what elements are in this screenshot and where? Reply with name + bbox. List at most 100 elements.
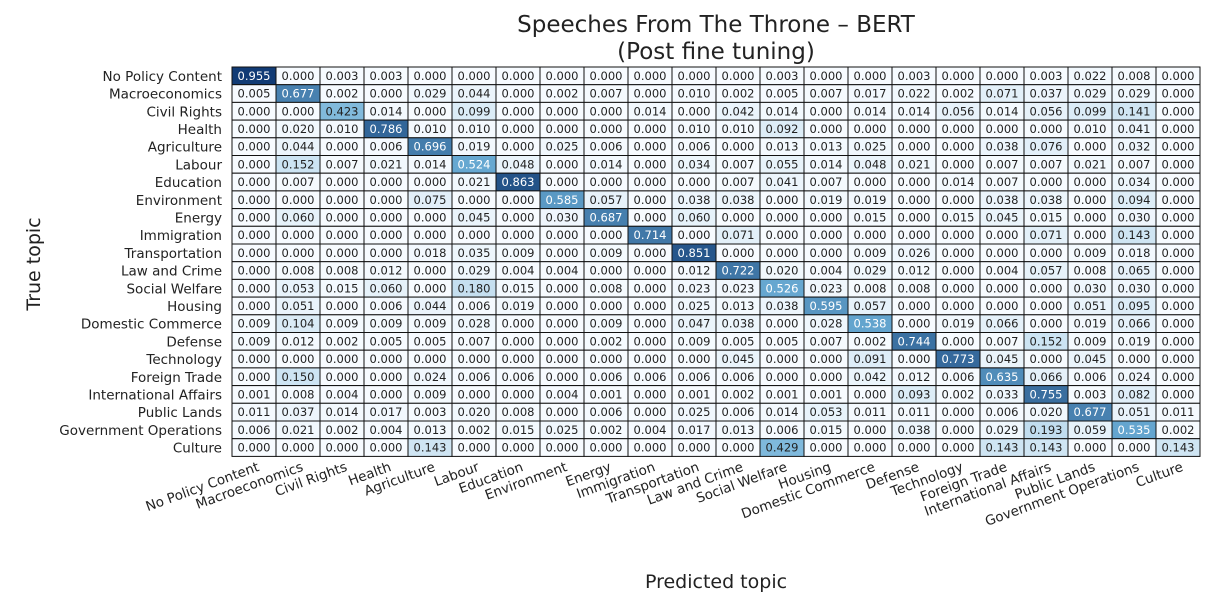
- heatmap-cell-value: 0.000: [942, 246, 975, 260]
- row-label-environment: Environment: [136, 193, 222, 209]
- heatmap-cell-value: 0.038: [898, 423, 931, 437]
- heatmap-cell-value: 0.000: [326, 228, 359, 242]
- heatmap-cell-value: 0.004: [546, 387, 579, 401]
- heatmap-cell-value: 0.002: [722, 87, 755, 101]
- heatmap-cell-value: 0.003: [1074, 387, 1107, 401]
- heatmap-cell-value: 0.000: [590, 69, 623, 83]
- heatmap-cell-value: 0.000: [282, 69, 315, 83]
- heatmap-cell-value: 0.000: [546, 352, 579, 366]
- heatmap-cell-value: 0.020: [458, 405, 491, 419]
- heatmap-cell-value: 0.000: [898, 299, 931, 313]
- heatmap-cell-value: 0.000: [326, 246, 359, 260]
- heatmap-cell-value: 0.037: [1030, 87, 1063, 101]
- heatmap-cell-value: 0.000: [1162, 228, 1195, 242]
- heatmap-cell-value: 0.000: [1162, 281, 1195, 295]
- heatmap-cell-value: 0.000: [238, 104, 271, 118]
- heatmap-cell-value: 0.595: [810, 299, 843, 313]
- heatmap-cell-value: 0.021: [370, 157, 403, 171]
- heatmap-cell-value: 0.000: [810, 228, 843, 242]
- heatmap-cell-value: 0.018: [1118, 246, 1151, 260]
- heatmap-cell-value: 0.538: [854, 317, 887, 331]
- heatmap-cell-value: 0.030: [1118, 281, 1151, 295]
- heatmap-cell-value: 0.009: [590, 317, 623, 331]
- heatmap-cell-value: 0.002: [590, 423, 623, 437]
- heatmap-cell-value: 0.009: [854, 246, 887, 260]
- heatmap-cell-value: 0.005: [766, 334, 799, 348]
- heatmap-cell-value: 0.635: [986, 370, 1019, 384]
- heatmap-cell-value: 0.000: [458, 387, 491, 401]
- heatmap-cell-value: 0.009: [502, 246, 535, 260]
- heatmap-cell-value: 0.786: [370, 122, 403, 136]
- heatmap-cell-value: 0.007: [1118, 157, 1151, 171]
- heatmap-cell-value: 0.029: [854, 264, 887, 278]
- heatmap-cell-value: 0.047: [678, 317, 711, 331]
- heatmap-cell-value: 0.000: [238, 281, 271, 295]
- heatmap-cell-value: 0.006: [634, 370, 667, 384]
- heatmap-cell-value: 0.000: [238, 122, 271, 136]
- heatmap-cell-value: 0.000: [854, 228, 887, 242]
- heatmap-cell-value: 0.092: [766, 122, 799, 136]
- heatmap-cell-value: 0.000: [942, 405, 975, 419]
- heatmap-cell-value: 0.007: [590, 87, 623, 101]
- heatmap-cell-value: 0.013: [722, 299, 755, 313]
- heatmap-cell-value: 0.000: [898, 352, 931, 366]
- heatmap-cell-value: 0.009: [1074, 334, 1107, 348]
- heatmap-cell-value: 0.059: [1074, 423, 1107, 437]
- heatmap-cell-value: 0.009: [414, 317, 447, 331]
- heatmap-cell-value: 0.020: [1030, 405, 1063, 419]
- heatmap-cell-value: 0.000: [766, 246, 799, 260]
- row-label-international-affairs: International Affairs: [88, 387, 222, 403]
- heatmap-cell-value: 0.000: [282, 246, 315, 260]
- chart-subtitle: (Post fine tuning): [617, 39, 815, 65]
- heatmap-cell-value: 0.000: [546, 334, 579, 348]
- heatmap-cell-value: 0.000: [898, 175, 931, 189]
- heatmap-cell-value: 0.034: [1118, 175, 1151, 189]
- heatmap-cell-value: 0.006: [238, 423, 271, 437]
- heatmap-cell-value: 0.000: [546, 122, 579, 136]
- heatmap-cell-value: 0.021: [898, 157, 931, 171]
- row-label-immigration: Immigration: [140, 228, 222, 244]
- heatmap-cell-value: 0.000: [1118, 441, 1151, 455]
- heatmap-cell-value: 0.000: [634, 69, 667, 83]
- heatmap-cell-value: 0.003: [326, 69, 359, 83]
- heatmap-cell-value: 0.000: [370, 370, 403, 384]
- heatmap-cell-value: 0.002: [326, 423, 359, 437]
- heatmap-cell-value: 0.021: [1074, 157, 1107, 171]
- heatmap-cell-value: 0.423: [326, 104, 359, 118]
- heatmap-cell-value: 0.000: [854, 122, 887, 136]
- heatmap-cell-value: 0.019: [1074, 317, 1107, 331]
- heatmap-cell-value: 0.013: [810, 140, 843, 154]
- heatmap-cell-value: 0.002: [326, 87, 359, 101]
- heatmap-cell-value: 0.008: [854, 281, 887, 295]
- row-label-technology: Technology: [145, 352, 222, 368]
- heatmap-cell-value: 0.014: [414, 157, 447, 171]
- heatmap-cell-value: 0.009: [678, 334, 711, 348]
- heatmap-cell-value: 0.000: [634, 334, 667, 348]
- heatmap-cell-value: 0.030: [1074, 281, 1107, 295]
- heatmap-cell-value: 0.143: [986, 441, 1019, 455]
- heatmap-cell-value: 0.006: [458, 370, 491, 384]
- heatmap-cell-value: 0.526: [766, 281, 799, 295]
- heatmap-cell-value: 0.000: [370, 228, 403, 242]
- heatmap-cell-value: 0.002: [854, 334, 887, 348]
- heatmap-cell-value: 0.004: [546, 264, 579, 278]
- heatmap-cell-value: 0.060: [678, 210, 711, 224]
- heatmap-cell-value: 0.000: [986, 228, 1019, 242]
- heatmap-cell-value: 0.000: [634, 387, 667, 401]
- heatmap-cell-value: 0.007: [722, 175, 755, 189]
- heatmap-cell-value: 0.001: [238, 387, 271, 401]
- heatmap-cell-value: 0.000: [458, 69, 491, 83]
- heatmap-cell-value: 0.014: [854, 104, 887, 118]
- heatmap-cell-value: 0.025: [854, 140, 887, 154]
- heatmap-cell-value: 0.000: [854, 387, 887, 401]
- heatmap-cell-value: 0.029: [986, 423, 1019, 437]
- heatmap-cell-value: 0.056: [1030, 104, 1063, 118]
- heatmap-cell-value: 0.000: [326, 175, 359, 189]
- heatmap-cell-value: 0.001: [678, 387, 711, 401]
- heatmap-cell-value: 0.005: [766, 87, 799, 101]
- heatmap-cell-value: 0.006: [590, 405, 623, 419]
- heatmap-cell-value: 0.585: [546, 193, 579, 207]
- heatmap-cell-value: 0.038: [1030, 193, 1063, 207]
- heatmap-cell-value: 0.044: [414, 299, 447, 313]
- heatmap-cell-value: 0.038: [986, 140, 1019, 154]
